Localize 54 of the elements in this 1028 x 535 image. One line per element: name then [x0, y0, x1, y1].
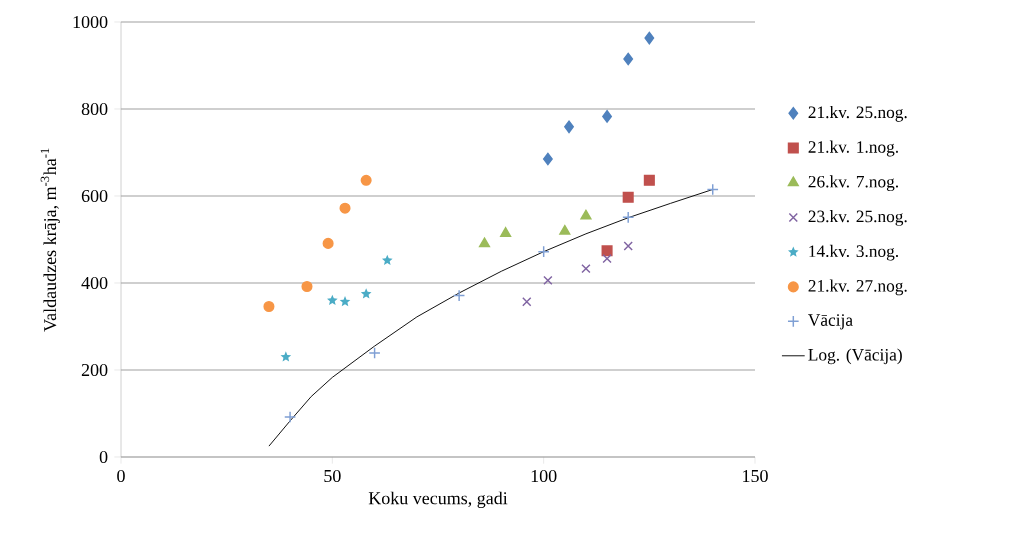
legend-label: 21.kv. 25.nog.	[808, 105, 907, 122]
legend-label: Log. (Vācija)	[808, 348, 902, 365]
y-tick-label: 400	[81, 276, 108, 290]
point	[322, 237, 334, 249]
point	[280, 351, 292, 362]
point	[284, 410, 297, 424]
point	[360, 174, 372, 186]
x-tick-label: 0	[117, 469, 125, 483]
x-tick-label: 150	[743, 469, 768, 483]
point	[522, 296, 532, 307]
point	[537, 245, 550, 258]
point	[623, 241, 633, 251]
x-axis-title: Koku vecums, gadi	[368, 491, 508, 509]
point	[622, 191, 634, 203]
y-tick-label: 0	[99, 450, 108, 464]
point	[301, 280, 313, 293]
point	[706, 183, 719, 196]
point	[601, 245, 613, 257]
point	[602, 110, 613, 123]
legend-label: 21.kv. 1.nog.	[808, 140, 898, 157]
point	[622, 211, 635, 224]
x-tick-label: 100	[531, 469, 557, 483]
y-tick-label: 600	[81, 189, 108, 203]
legend-label: 21.kv. 27.nog.	[808, 279, 907, 296]
point	[559, 224, 571, 235]
point	[602, 253, 612, 264]
point	[453, 289, 466, 302]
point	[339, 296, 351, 307]
legend-label: 14.kv. 3.nog.	[809, 244, 898, 261]
legend-label: Vācija	[808, 314, 853, 330]
x-tick-label: 50	[324, 469, 341, 483]
point	[542, 152, 553, 166]
point	[360, 288, 372, 299]
point	[644, 31, 655, 45]
legend-label: 23.kv. 25.nog.	[808, 210, 907, 226]
y-tick-label: 200	[81, 363, 108, 377]
y-tick-label: 1000	[73, 15, 108, 29]
point	[564, 120, 574, 134]
point	[327, 294, 338, 305]
y-tick-label: 800	[81, 102, 108, 116]
point	[643, 174, 655, 186]
point	[339, 202, 351, 214]
point	[500, 227, 512, 237]
y-axis-title: Valdaudzes krāja, m$^{-3}$ha$^{-1}$	[40, 148, 60, 332]
point	[478, 237, 491, 248]
legend-label: 26.kv. 7.nog.	[808, 175, 898, 192]
point	[543, 275, 553, 286]
line-series	[268, 188, 714, 447]
point	[368, 346, 381, 360]
point	[263, 300, 275, 313]
point	[581, 263, 591, 274]
point	[623, 52, 634, 66]
point	[580, 209, 592, 220]
point	[381, 254, 393, 265]
